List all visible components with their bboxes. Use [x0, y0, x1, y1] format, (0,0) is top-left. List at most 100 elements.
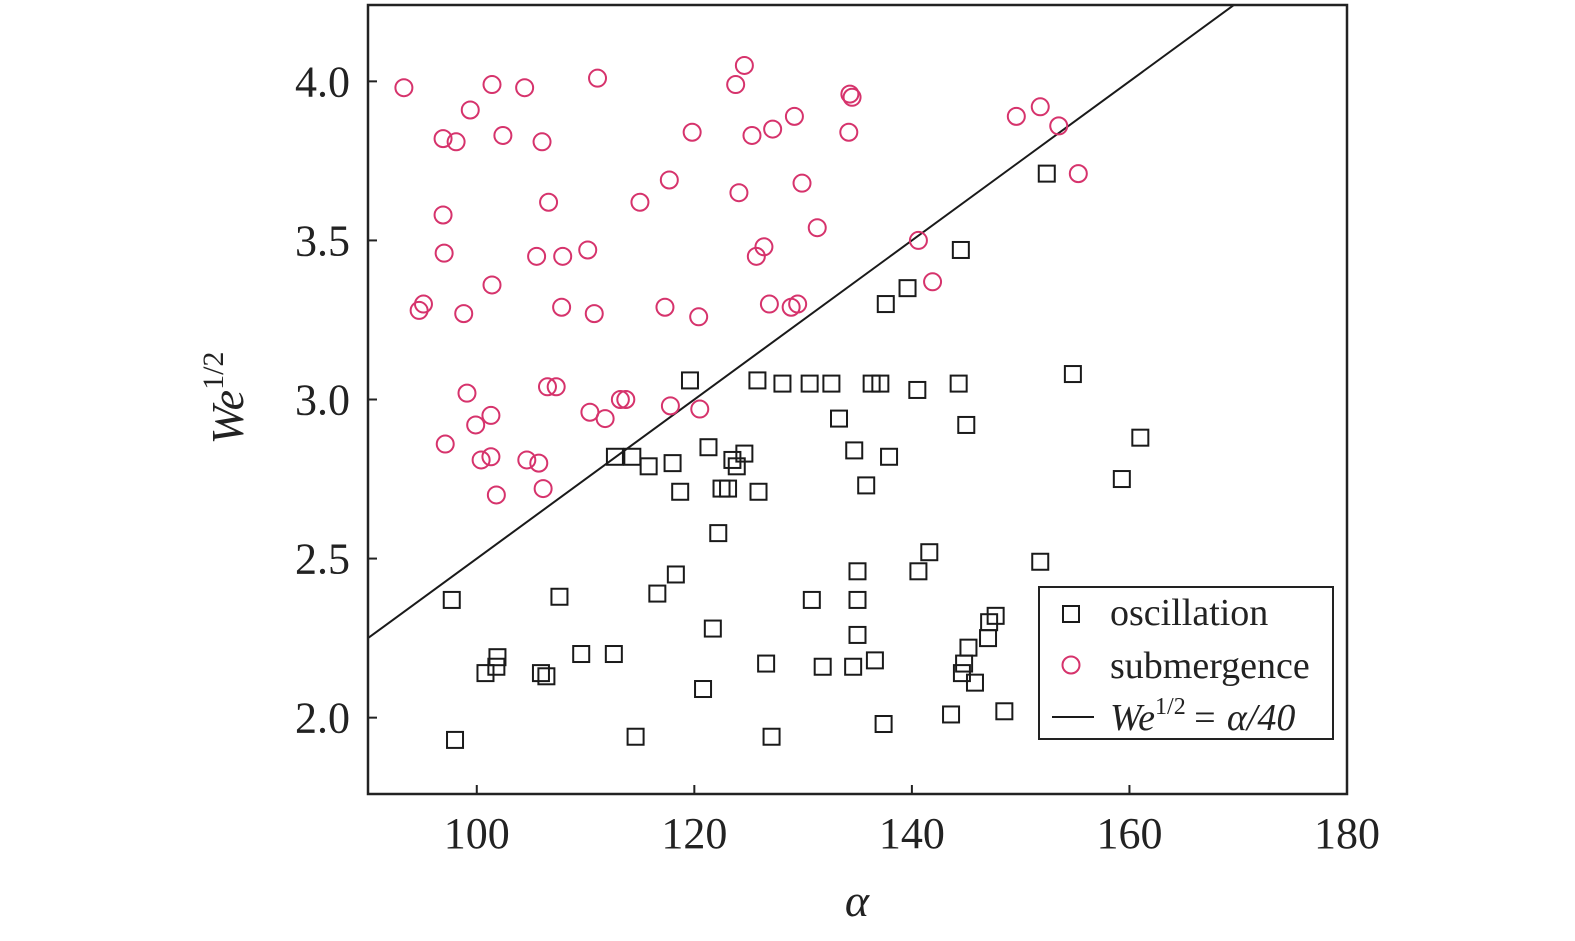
oscillation-point: [1037, 164, 1056, 183]
oscillation-point: [537, 667, 556, 686]
oscillation-point: [908, 380, 927, 399]
y-axis-label: We1/2: [197, 352, 253, 445]
legend: oscillation submergence We1/2 = α/40: [1038, 586, 1334, 740]
legend-label-submergence: submergence: [1110, 645, 1310, 687]
oscillation-point: [699, 438, 718, 457]
submergence-point: [533, 479, 553, 499]
submergence-point: [493, 125, 513, 145]
submergence-point: [433, 129, 453, 149]
submergence-point: [788, 294, 808, 314]
oscillation-point: [442, 590, 461, 609]
submergence-point: [527, 246, 547, 266]
oscillation-point: [1131, 428, 1150, 447]
oscillation-point: [844, 657, 863, 676]
oscillation-point: [748, 371, 767, 390]
submergence-point: [759, 294, 779, 314]
oscillation-point: [822, 374, 841, 393]
oscillation-point: [604, 645, 623, 664]
oscillation-point: [572, 645, 591, 664]
submergence-point: [394, 78, 414, 98]
oscillation-point: [663, 454, 682, 473]
submergence-point: [610, 390, 630, 409]
oscillation-point: [694, 680, 713, 699]
oscillation-point: [626, 727, 645, 746]
submergence-point: [413, 294, 433, 314]
x-axis-ticks: 100 120 140 160 180: [444, 785, 1380, 858]
legend-marker-square: [1062, 605, 1080, 623]
oscillation-point: [800, 374, 819, 393]
submergence-point: [454, 304, 474, 324]
legend-box: [1038, 586, 1334, 740]
legend-line-rhs: = α/40: [1192, 697, 1296, 739]
y-tick-label: 2.0: [295, 694, 350, 743]
oscillation-point: [813, 657, 832, 676]
submergence-point: [908, 230, 928, 250]
oscillation-point: [757, 654, 776, 673]
submergence-point: [435, 434, 455, 454]
submergence-point: [529, 453, 549, 473]
oscillation-point: [845, 441, 864, 460]
submergence-point: [1030, 97, 1050, 117]
submergence-point: [660, 396, 680, 416]
oscillation-point: [666, 565, 685, 584]
submergence-point: [482, 275, 502, 295]
submergence-point: [537, 377, 557, 397]
plot-marks: [368, 5, 1236, 749]
oscillation-point: [723, 450, 742, 469]
submergence-point: [553, 246, 573, 266]
y-axis-label-sup: 1/2: [197, 352, 230, 390]
submergence-point: [466, 415, 486, 435]
submergence-point: [457, 383, 477, 403]
y-axis-label-base: We: [202, 390, 253, 445]
x-tick-label: 140: [879, 809, 945, 858]
oscillation-point: [909, 562, 928, 581]
oscillation-point: [550, 587, 569, 606]
x-tick-label: 100: [444, 809, 510, 858]
oscillation-point: [703, 619, 722, 638]
y-tick-label: 2.5: [295, 535, 350, 584]
submergence-point: [742, 125, 762, 145]
oscillation-point: [830, 409, 849, 428]
submergence-point: [588, 68, 608, 88]
x-tick-label: 120: [661, 809, 727, 858]
plot-frame: [366, 3, 1349, 796]
submergence-point: [784, 106, 804, 126]
x-axis-label: α: [845, 875, 870, 926]
oscillation-point: [951, 240, 970, 259]
legend-line-lhs-base: We: [1110, 697, 1155, 739]
threshold-line: [368, 5, 1236, 639]
submergence-point: [734, 55, 754, 75]
submergence-point: [729, 183, 749, 203]
submergence-point: [546, 377, 566, 397]
submergence-point: [792, 173, 812, 193]
oscillation-point: [1031, 552, 1050, 571]
submergence-point: [471, 450, 491, 470]
oscillation-point: [476, 664, 495, 683]
submergence-point: [446, 132, 466, 152]
oscillation-point: [802, 590, 821, 609]
submergence-point: [616, 390, 636, 409]
oscillation-point: [709, 524, 728, 543]
submergence-point: [481, 405, 501, 425]
submergence-point: [532, 132, 552, 152]
oscillation-point: [965, 673, 984, 692]
y-tick-label: 4.0: [295, 57, 350, 106]
oscillation-point: [874, 715, 893, 734]
oscillation-point: [712, 479, 731, 498]
submergence-point: [481, 447, 501, 467]
oscillation-point: [749, 482, 768, 501]
submergence-point: [839, 122, 859, 142]
oscillation-point: [957, 415, 976, 434]
submergence-point: [578, 240, 598, 260]
oscillation-point: [865, 651, 884, 670]
submergence-point: [433, 205, 453, 225]
submergence-point: [690, 399, 710, 419]
oscillation-point: [848, 562, 867, 581]
y-tick-label: 3.0: [295, 376, 350, 425]
oscillation-point: [876, 295, 895, 314]
oscillation-point: [979, 629, 998, 648]
y-tick-label: 3.5: [295, 216, 350, 265]
submergence-point: [1006, 106, 1026, 126]
submergence-point: [584, 304, 604, 324]
oscillation-point: [623, 447, 642, 466]
